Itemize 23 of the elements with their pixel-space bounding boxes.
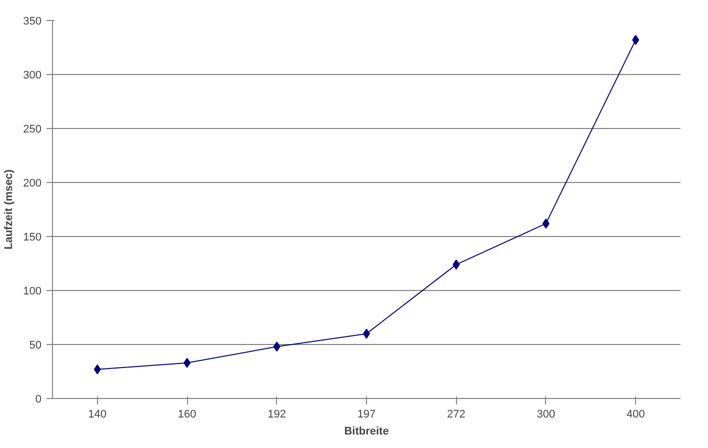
y-tick-label: 150 — [23, 232, 42, 244]
y-tick-label: 100 — [23, 286, 42, 298]
point — [273, 342, 280, 352]
x-axis-title: Bitbreite — [344, 426, 389, 438]
x-tick-label: 272 — [447, 408, 466, 420]
y-tick-label: 0 — [35, 394, 42, 406]
y-tick-label: 250 — [23, 124, 42, 136]
y-tick-label: 350 — [23, 16, 42, 28]
x-tick-label: 400 — [626, 408, 645, 420]
y-axis-title: Laufzeit (msec) — [3, 169, 16, 250]
point — [632, 34, 640, 45]
x-tick-label: 192 — [268, 408, 286, 420]
y-tick-label: 200 — [23, 178, 42, 190]
x-tick-label: 140 — [88, 408, 107, 420]
x-tick-label: 300 — [536, 408, 556, 420]
y-tick-label: 50 — [29, 340, 42, 352]
y-tick-label: 300 — [23, 70, 42, 82]
point — [452, 260, 460, 270]
x-tick-label: 160 — [178, 408, 196, 420]
point — [184, 358, 191, 368]
x-tick-label: 197 — [357, 408, 376, 420]
point — [94, 364, 101, 374]
point — [542, 218, 550, 229]
